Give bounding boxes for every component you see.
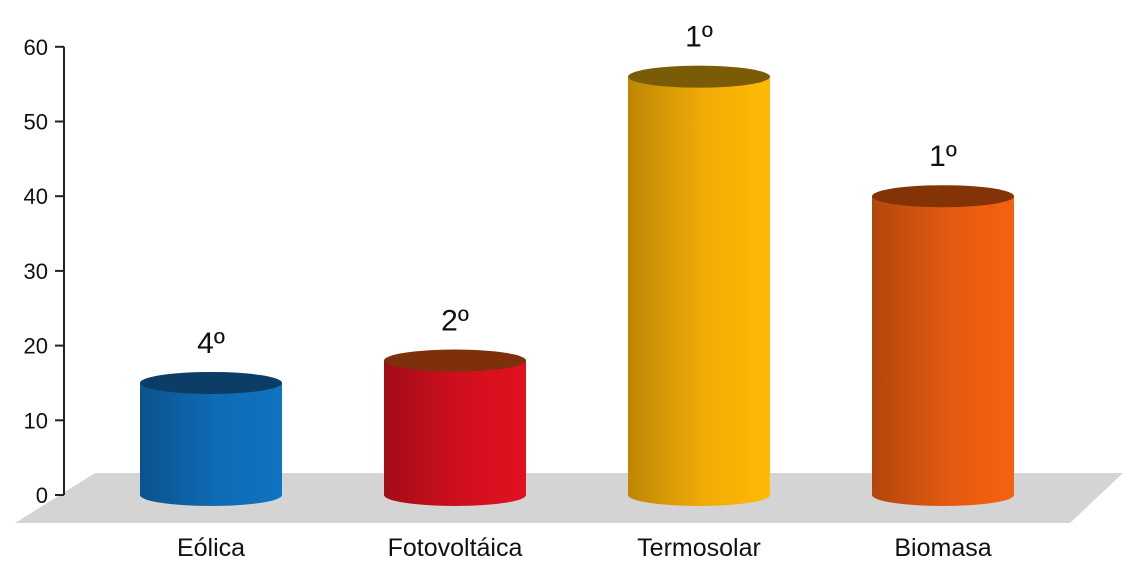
data-label: 1º (929, 140, 957, 173)
y-tick-label: 20 (24, 334, 48, 359)
y-tick-label: 60 (24, 35, 48, 60)
bar-body (872, 196, 1014, 506)
bar-top (384, 349, 526, 372)
category-label: Termosolar (637, 534, 761, 562)
y-tick-label: 40 (24, 184, 48, 209)
bar-top (140, 371, 282, 394)
bar-1 (140, 371, 282, 506)
bar-body (384, 360, 526, 506)
category-label: Biomasa (894, 534, 991, 562)
y-tick-label: 0 (36, 483, 48, 508)
category-labels-group: Eólica Fotovoltáica Termosolar Biomasa (177, 534, 992, 562)
y-tick-label: 10 (24, 408, 48, 433)
data-label: 2º (441, 305, 469, 338)
y-tick-label: 50 (24, 110, 48, 135)
bar-2 (384, 349, 526, 506)
data-label: 1º (685, 21, 713, 54)
data-labels-group: 4º 2º 1º 1º (197, 21, 957, 360)
bar-4 (872, 185, 1014, 506)
y-axis: 0 10 20 30 40 50 60 (24, 35, 65, 508)
bar-3 (628, 65, 770, 507)
data-label: 4º (197, 327, 225, 360)
category-label: Fotovoltáica (388, 534, 523, 562)
y-tick-label: 30 (24, 259, 48, 284)
bar-body (140, 382, 282, 506)
bar-top (628, 65, 770, 88)
category-label: Eólica (177, 534, 245, 562)
bar-top (872, 185, 1014, 208)
chart-floor (15, 473, 1123, 523)
bar-body (628, 76, 770, 507)
bars-group (140, 65, 1014, 507)
